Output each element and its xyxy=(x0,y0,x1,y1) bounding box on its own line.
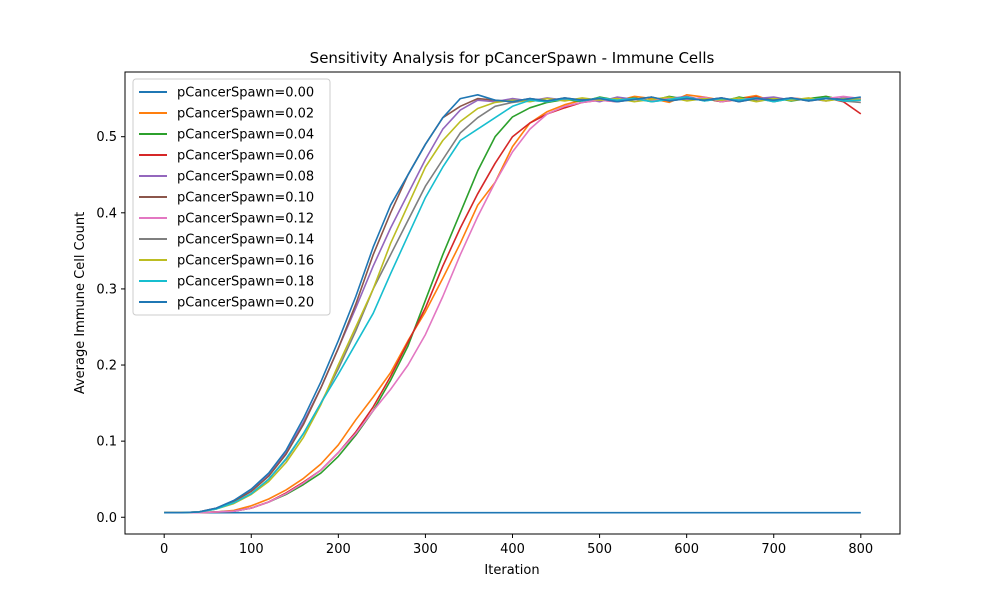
y-tick-label: 0.4 xyxy=(96,206,117,221)
y-tick-label: 0.2 xyxy=(96,359,117,374)
y-axis-ticks: 0.0 0.1 0.2 0.3 0.4 0.5 xyxy=(96,130,125,526)
x-tick-label: 300 xyxy=(413,542,438,557)
legend-entry: pCancerSpawn=0.06 xyxy=(177,149,314,164)
legend: pCancerSpawn=0.00 pCancerSpawn=0.02 pCance… xyxy=(132,78,331,316)
x-tick-label: 100 xyxy=(239,542,264,557)
legend-entry: pCancerSpawn=0.08 xyxy=(177,170,314,185)
legend-entry: pCancerSpawn=0.12 xyxy=(177,212,314,227)
y-tick-label: 0.5 xyxy=(96,130,117,145)
legend-entry: pCancerSpawn=0.14 xyxy=(177,233,314,248)
x-tick-label: 400 xyxy=(500,542,525,557)
legend-entry: pCancerSpawn=0.02 xyxy=(177,107,314,122)
x-axis-ticks: 0 100 200 300 400 500 600 700 800 xyxy=(160,534,873,557)
x-tick-label: 0 xyxy=(160,542,168,557)
legend-entry: pCancerSpawn=0.10 xyxy=(177,191,314,206)
y-tick-label: 0.0 xyxy=(96,511,117,526)
x-axis-label: Iteration xyxy=(484,563,539,578)
chart-title: Sensitivity Analysis for pCancerSpawn - … xyxy=(310,49,715,67)
series-layer xyxy=(164,94,862,514)
x-tick-label: 800 xyxy=(848,542,873,557)
x-tick-label: 700 xyxy=(761,542,786,557)
legend-entry: pCancerSpawn=0.20 xyxy=(177,296,314,311)
series-line-9 xyxy=(164,96,861,514)
legend-entry: pCancerSpawn=0.04 xyxy=(177,128,314,143)
x-tick-label: 600 xyxy=(674,542,699,557)
legend-box xyxy=(132,78,331,316)
y-tick-label: 0.1 xyxy=(96,435,117,450)
y-axis-label: Average Immune Cell Count xyxy=(73,212,88,394)
legend-entry: pCancerSpawn=0.16 xyxy=(177,254,314,269)
legend-entry: pCancerSpawn=0.18 xyxy=(177,275,314,290)
y-tick-label: 0.3 xyxy=(96,282,117,297)
x-tick-label: 500 xyxy=(587,542,612,557)
x-tick-label: 200 xyxy=(326,542,351,557)
series-line-10 xyxy=(164,94,861,514)
legend-entry: pCancerSpawn=0.00 xyxy=(177,86,314,101)
